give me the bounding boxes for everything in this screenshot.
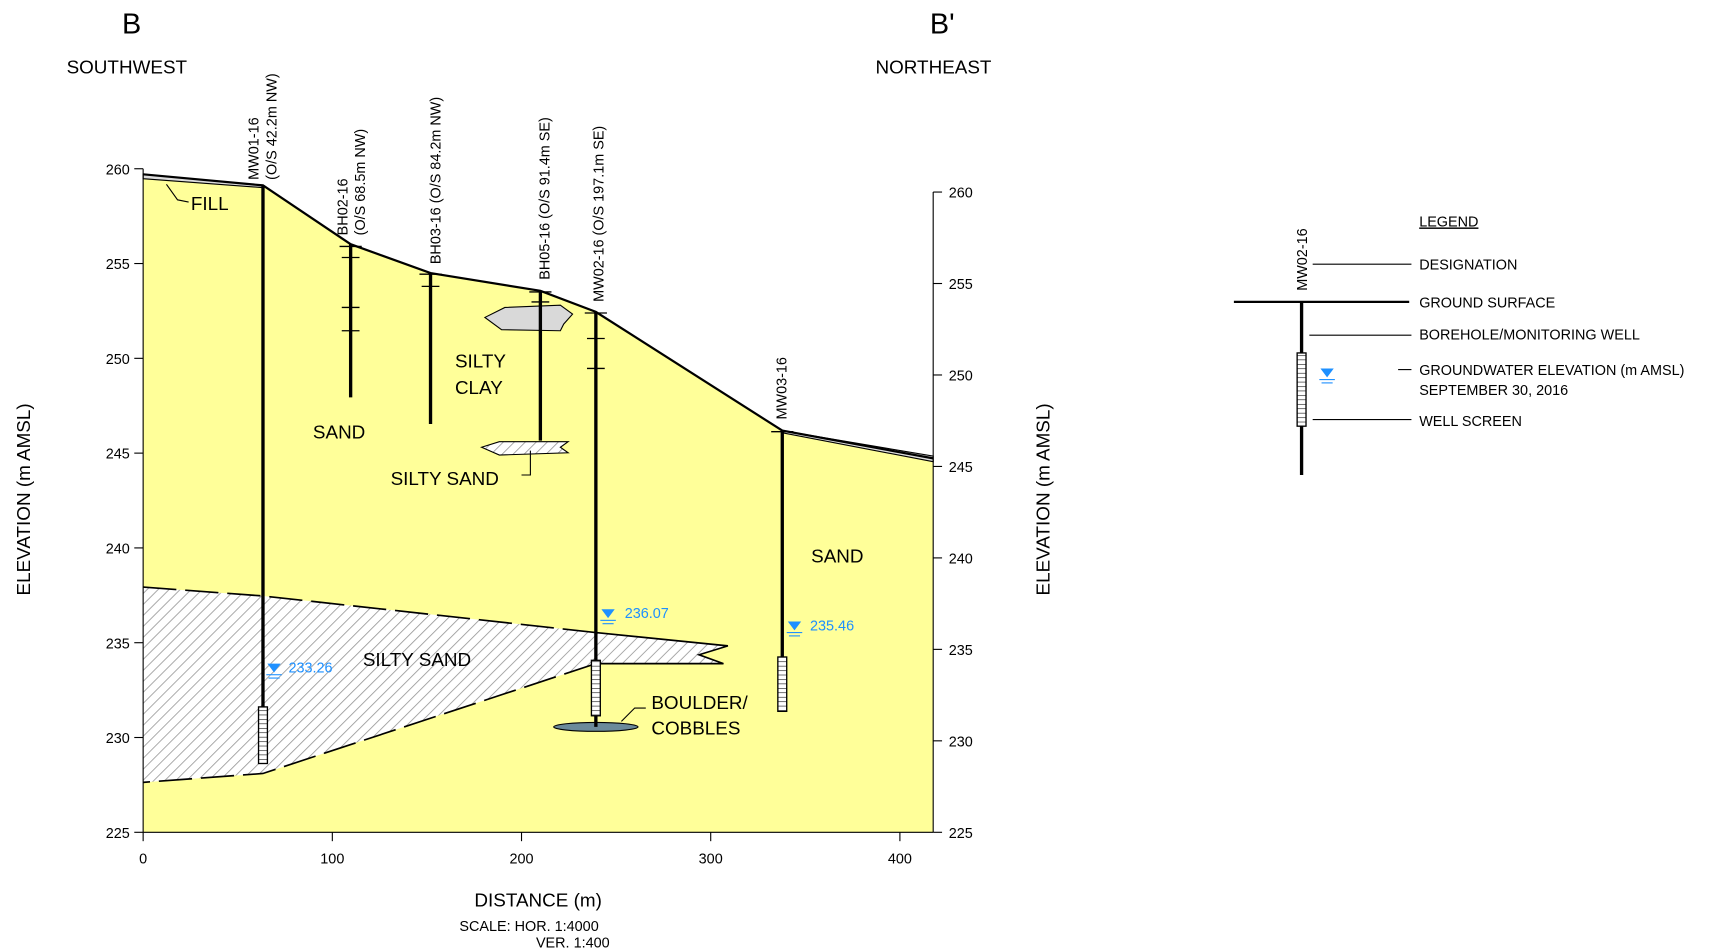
unit-label: SILTY SAND — [391, 468, 499, 489]
water-level-label: 233.26 — [289, 661, 333, 677]
legend-water — [1320, 368, 1333, 377]
tick-label: 235 — [106, 636, 130, 652]
borehole-label: MW02-16 (O/S 197.1m SE) — [592, 126, 608, 302]
axis-label: ELEVATION (m AMSL) — [13, 403, 34, 595]
cross-section: 233.26 236.07 235.46 B B' SOUTHWEST NORT… — [0, 0, 1731, 950]
tick-label: 245 — [106, 447, 130, 463]
tick-label: 250 — [106, 352, 130, 368]
well-screen — [259, 707, 268, 764]
scale-note: SCALE: HOR. 1:4000 — [459, 919, 598, 935]
scale-note: VER. 1:400 — [536, 936, 610, 950]
tick-label: 225 — [106, 826, 130, 842]
unit-label: COBBLES — [651, 718, 740, 739]
tick-label: 255 — [106, 257, 130, 273]
unit-label: FILL — [191, 193, 229, 214]
legend-item: DESIGNATION — [1419, 258, 1517, 274]
legend-sample: MW02-16 — [1295, 228, 1311, 290]
borehole-label: BH05-16 (O/S 91.4m SE) — [537, 117, 553, 280]
legend-item: SEPTEMBER 30, 2016 — [1419, 383, 1568, 399]
legend-title: LEGEND — [1419, 214, 1478, 230]
tick-label: 100 — [320, 851, 344, 867]
section-mark: B' — [930, 8, 955, 40]
unit-label: SAND — [811, 546, 863, 567]
well-screen — [591, 660, 600, 715]
unit-label: SAND — [313, 421, 365, 442]
tick-label: 240 — [106, 541, 130, 557]
borehole-label: (O/S 42.2m NW) — [264, 73, 280, 179]
unit-label: SILTY SAND — [363, 649, 471, 670]
tick-label: 225 — [949, 826, 973, 842]
silty-sand-lens — [482, 442, 569, 455]
axis-label: ELEVATION (m AMSL) — [1033, 403, 1054, 595]
unit-label: BOULDER/ — [651, 692, 748, 713]
axis-label: DISTANCE (m) — [474, 890, 601, 911]
legend: LEGEND MW02-16 DESIGNATION GROUND SURFAC… — [1234, 214, 1685, 475]
unit-label: CLAY — [455, 377, 503, 398]
section-mark: B — [122, 8, 141, 40]
water-level-label: 236.07 — [625, 606, 669, 622]
borehole-label: MW03-16 — [775, 357, 791, 419]
legend-item: WELL SCREEN — [1419, 414, 1522, 430]
legend-screen — [1297, 353, 1306, 426]
well-screen — [778, 657, 787, 711]
legend-item: GROUNDWATER ELEVATION (m AMSL) — [1419, 363, 1684, 379]
tick-label: 235 — [949, 643, 973, 659]
tick-label: 255 — [949, 277, 973, 293]
tick-label: 240 — [949, 551, 973, 567]
tick-label: 250 — [949, 369, 973, 385]
direction: NORTHEAST — [875, 56, 991, 77]
tick-label: 245 — [949, 460, 973, 476]
tick-label: 230 — [949, 734, 973, 750]
tick-label: 260 — [106, 162, 130, 178]
legend-item: BOREHOLE/MONITORING WELL — [1419, 328, 1640, 344]
water-level-label: 235.46 — [810, 618, 854, 634]
borehole-label: BH03-16 (O/S 84.2m NW) — [429, 97, 445, 264]
unit-label: SILTY — [455, 350, 506, 371]
tick-label: 200 — [509, 851, 533, 867]
borehole-label: (O/S 68.5m NW) — [353, 129, 369, 235]
legend-item: GROUND SURFACE — [1419, 295, 1555, 311]
tick-label: 400 — [888, 851, 912, 867]
tick-label: 300 — [699, 851, 723, 867]
borehole-label: BH02-16 — [335, 178, 351, 235]
tick-label: 230 — [106, 731, 130, 747]
tick-label: 0 — [139, 851, 147, 867]
direction: SOUTHWEST — [67, 56, 188, 77]
tick-label: 260 — [949, 186, 973, 202]
borehole-label: MW01-16 — [247, 117, 263, 179]
